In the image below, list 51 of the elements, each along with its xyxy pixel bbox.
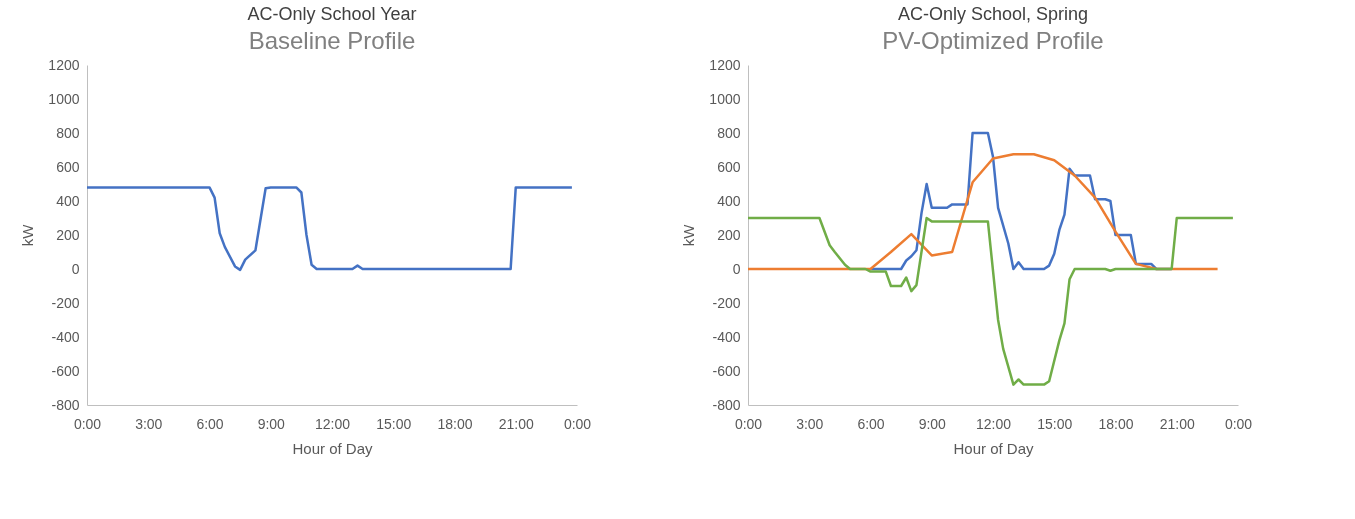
line-series [748, 153, 1219, 271]
x-tick-label: 0:00 [73, 415, 102, 432]
x-tick-label: 6:00 [196, 415, 224, 432]
line-series [87, 186, 574, 272]
x-tick-label: 0:00 [734, 415, 763, 432]
y-tick-label: 600 [717, 158, 741, 175]
x-tick-label: 15:00 [376, 415, 412, 432]
x-tick-label: 18:00 [1098, 415, 1134, 432]
x-tick-label: 0:00 [563, 415, 592, 432]
y-tick-label: 800 [717, 124, 741, 141]
y-tick-label: 600 [56, 158, 80, 175]
y-tick-label: -800 [712, 396, 741, 413]
chart-subtitle: PV-Optimized Profile [882, 27, 1104, 54]
x-tick-label: 9:00 [918, 415, 947, 432]
y-tick-label: 1000 [709, 90, 741, 107]
y-tick-label: 200 [56, 226, 80, 243]
x-axis-title: Hour of Day [292, 439, 374, 457]
x-tick-label: 0:00 [1224, 415, 1253, 432]
y-tick-label: 400 [717, 192, 741, 209]
x-tick-label: 12:00 [975, 415, 1012, 432]
y-tick-label: 400 [56, 192, 80, 209]
y-tick-label: -400 [712, 328, 741, 345]
y-axis-title: kW [680, 223, 698, 247]
y-axis-title: kW [19, 223, 37, 247]
x-tick-label: 21:00 [498, 415, 534, 432]
y-tick-label: -800 [51, 396, 80, 413]
y-tick-label: -600 [712, 362, 741, 379]
y-tick-label: -200 [712, 294, 741, 311]
y-tick-label: 1000 [48, 90, 80, 107]
x-axis-title: Hour of Day [953, 439, 1035, 457]
y-tick-label: 1200 [48, 56, 80, 73]
x-tick-label: 9:00 [257, 415, 286, 432]
y-tick-label: -200 [51, 294, 80, 311]
x-tick-label: 6:00 [857, 415, 885, 432]
line-series [748, 216, 1235, 386]
chart-title: AC-Only School, Spring [897, 4, 1089, 24]
x-tick-label: 21:00 [1159, 415, 1195, 432]
y-tick-label: 1200 [709, 56, 741, 73]
chart-title: AC-Only School Year [247, 4, 417, 24]
x-tick-label: 3:00 [135, 415, 163, 432]
y-tick-label: 0 [732, 260, 741, 277]
chart-subtitle: Baseline Profile [248, 27, 416, 54]
x-tick-label: 15:00 [1037, 415, 1073, 432]
y-tick-label: -400 [51, 328, 80, 345]
y-tick-label: 200 [717, 226, 741, 243]
y-tick-label: -600 [51, 362, 80, 379]
x-tick-label: 18:00 [437, 415, 473, 432]
x-tick-label: 3:00 [796, 415, 824, 432]
x-tick-label: 12:00 [314, 415, 351, 432]
y-tick-label: 800 [56, 124, 80, 141]
y-tick-label: 0 [71, 260, 80, 277]
